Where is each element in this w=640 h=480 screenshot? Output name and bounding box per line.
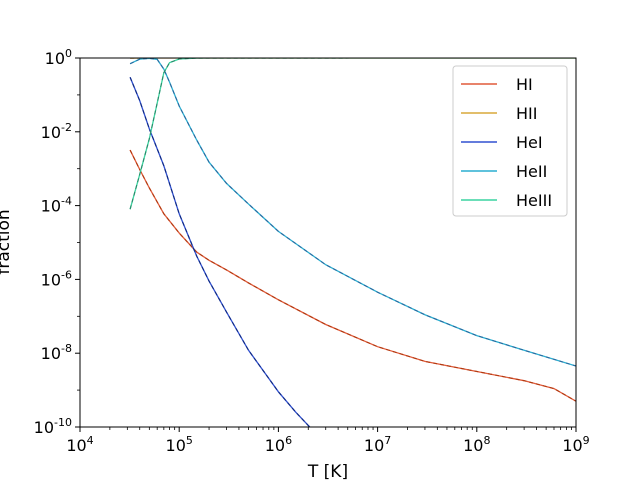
legend-box xyxy=(452,65,568,217)
x-tick-label: 104 xyxy=(66,434,93,455)
x-axis-label: T [K] xyxy=(307,462,348,480)
legend: HI HII HeI HeII HeIII xyxy=(452,65,568,217)
x-axis-ticks: 104 105 106 107 108 109 xyxy=(66,427,590,455)
y-axis-ticks: 10-10 10-8 10-6 10-4 10-2 100 xyxy=(34,47,80,437)
series-line-HeI xyxy=(129,77,311,427)
legend-label-HeIII: HeIII xyxy=(516,191,552,210)
series-dashed-line-HeII xyxy=(129,58,576,367)
y-tick-label: 10-8 xyxy=(41,342,72,363)
series-dashed-line-HI xyxy=(129,149,576,402)
legend-label-HeI: HeI xyxy=(516,133,543,152)
legend-label-HII: HII xyxy=(516,104,537,123)
y-tick-label: 10-10 xyxy=(34,416,72,437)
y-tick-label: 10-4 xyxy=(41,195,72,216)
y-tick-label: 10-2 xyxy=(41,121,72,142)
y-axis-label: fraction xyxy=(0,209,14,274)
legend-label-HI: HI xyxy=(516,75,533,94)
series-dashed-line-HeI xyxy=(129,77,311,427)
x-tick-label: 105 xyxy=(166,434,193,455)
x-tick-label: 109 xyxy=(562,434,589,455)
x-tick-label: 106 xyxy=(265,434,292,455)
y-tick-label: 100 xyxy=(45,47,72,68)
x-tick-label: 107 xyxy=(364,434,391,455)
x-tick-label: 108 xyxy=(463,434,490,455)
y-tick-label: 10-6 xyxy=(41,268,72,289)
legend-label-HeII: HeII xyxy=(516,162,547,181)
